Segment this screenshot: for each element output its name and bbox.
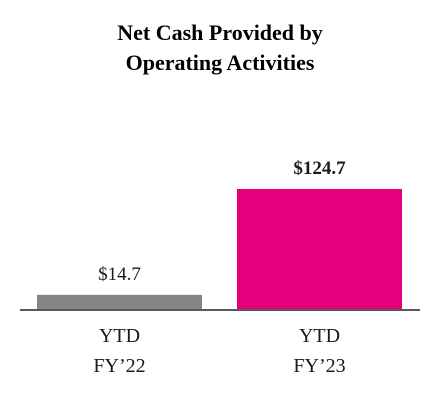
category-label-1-line-1: YTD [99, 325, 140, 347]
data-label-2: $124.7 [293, 158, 346, 179]
bar-2 [237, 189, 402, 309]
chart-title-line-1: Net Cash Provided by [117, 20, 323, 45]
category-label-1-line-2: FY’22 [93, 355, 145, 377]
category-label-2-line-2: FY’23 [293, 355, 345, 377]
labels-layer: $14.7 YTD FY’22 $124.7 YTD FY’23 [93, 158, 346, 377]
chart-title-line-2: Operating Activities [126, 50, 315, 75]
bar-1 [37, 294, 202, 309]
data-label-1: $14.7 [98, 264, 141, 285]
category-label-2-line-1: YTD [299, 325, 340, 347]
bars-layer [37, 189, 402, 309]
chart-title: Net Cash Provided by Operating Activitie… [117, 20, 323, 75]
